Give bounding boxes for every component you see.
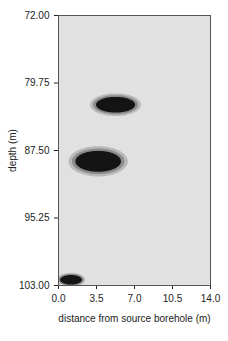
svg-text:10.5: 10.5 <box>163 293 183 304</box>
svg-text:distance from source borehole: distance from source borehole (m) <box>58 313 210 324</box>
svg-text:95.25: 95.25 <box>24 212 49 223</box>
svg-text:depth (m): depth (m) <box>7 129 18 172</box>
svg-text:103.00: 103.00 <box>19 280 50 291</box>
svg-text:3.5: 3.5 <box>90 293 104 304</box>
svg-text:79.75: 79.75 <box>24 77 49 88</box>
svg-text:14.0: 14.0 <box>201 293 221 304</box>
svg-text:0.0: 0.0 <box>52 293 66 304</box>
svg-text:87.50: 87.50 <box>24 145 49 156</box>
svg-text:7.0: 7.0 <box>128 293 142 304</box>
svg-text:72.00: 72.00 <box>24 10 49 21</box>
